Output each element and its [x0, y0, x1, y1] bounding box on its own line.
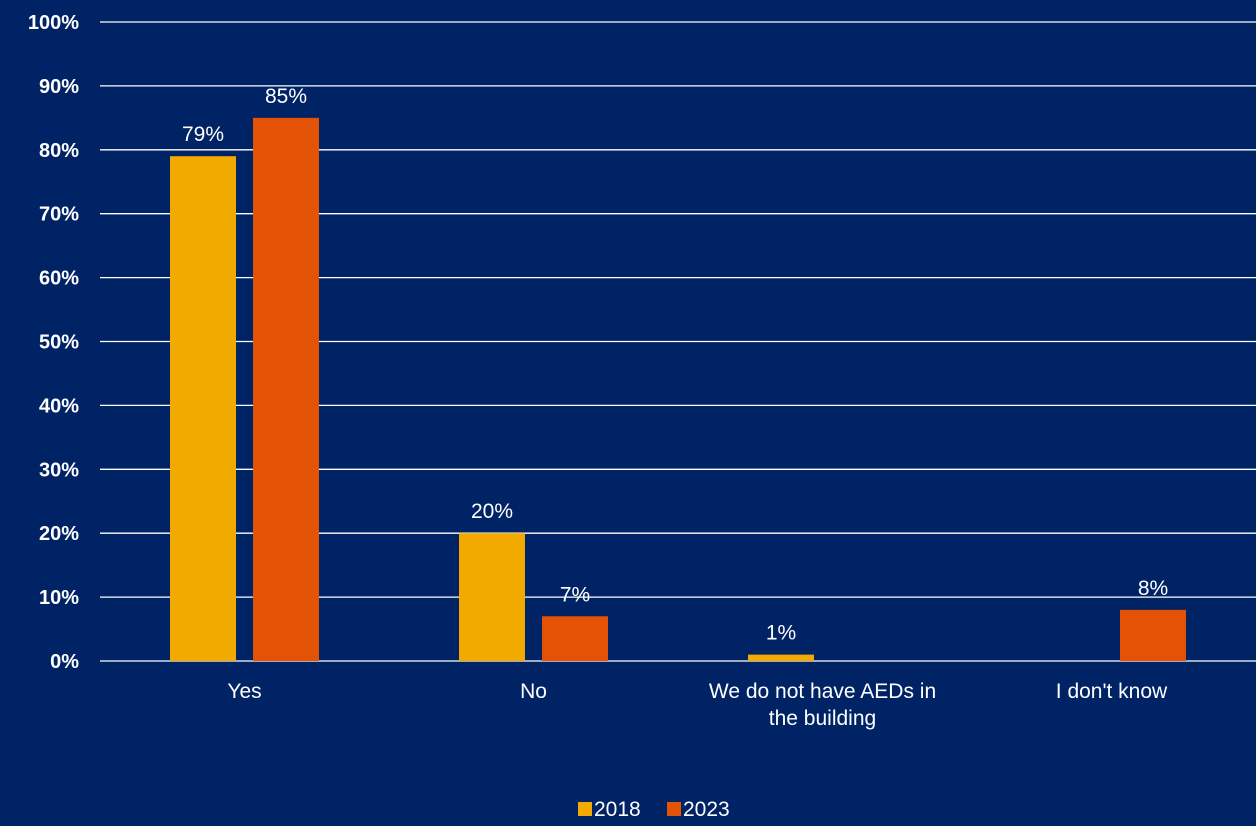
legend-swatch-2023: [667, 802, 681, 816]
x-tick-label: We do not have AEDs in: [709, 680, 936, 703]
data-label: 1%: [766, 622, 796, 645]
bar-2023: [542, 616, 608, 661]
y-tick-label: 40%: [39, 395, 79, 417]
x-tick-label: Yes: [227, 680, 261, 703]
y-tick-label: 30%: [39, 459, 79, 481]
x-axis-ticks: Yes No We do not have AEDs in the building I…: [227, 680, 1168, 730]
legend-swatch-2018: [578, 802, 592, 816]
data-label: 20%: [471, 500, 513, 523]
legend-label-2018: 2018: [594, 798, 641, 821]
y-tick-label: 60%: [39, 268, 79, 290]
bar-2018: [170, 156, 236, 661]
data-label: 7%: [560, 583, 590, 606]
bar-2018: [748, 654, 814, 661]
y-tick-label: 80%: [39, 140, 79, 162]
y-tick-label: 10%: [39, 587, 79, 609]
x-tick-label: I don't know: [1056, 680, 1168, 703]
data-label: 8%: [1138, 577, 1168, 600]
y-tick-label: 70%: [39, 204, 79, 226]
bars: [170, 117, 1186, 662]
data-labels: 79% 85% 20% 7% 1% 8%: [182, 85, 1168, 645]
data-label: 79%: [182, 123, 224, 146]
y-tick-label: 90%: [39, 76, 79, 98]
legend: 2018 2023: [578, 798, 730, 821]
bar-2018: [459, 533, 525, 661]
data-label: 85%: [265, 85, 307, 108]
bar-2023: [1120, 609, 1186, 661]
y-tick-label: 50%: [39, 332, 79, 354]
x-tick-label: the building: [769, 707, 876, 730]
bar-2023: [253, 117, 319, 662]
y-tick-label: 20%: [39, 523, 79, 545]
legend-label-2023: 2023: [683, 798, 730, 821]
x-tick-label: No: [520, 680, 547, 703]
y-tick-label: 100%: [28, 12, 79, 34]
y-tick-label: 0%: [50, 651, 79, 673]
y-axis-ticks: 0% 10% 20% 30% 40% 50% 60% 70% 80% 90% 100%: [28, 12, 79, 673]
